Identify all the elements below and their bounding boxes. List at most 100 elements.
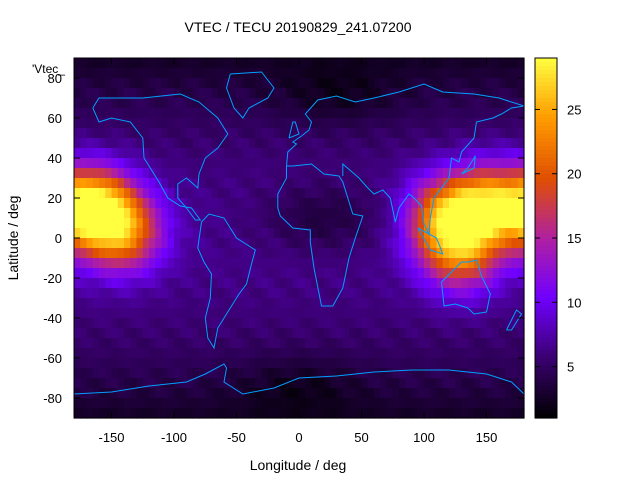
heatmap-cell	[117, 408, 125, 419]
heatmap-cell	[324, 98, 331, 109]
heatmap-cell	[280, 188, 288, 199]
heatmap-cell	[474, 178, 481, 189]
heatmap-cell	[430, 168, 438, 179]
heatmap-cell	[205, 398, 213, 409]
colorbar-tick-label: 20	[567, 167, 581, 182]
heatmap-cell	[399, 318, 406, 329]
heatmap-cell	[142, 108, 150, 119]
heatmap-cell	[474, 348, 481, 359]
heatmap-cell	[480, 278, 488, 289]
heatmap-cell	[342, 398, 350, 409]
heatmap-cell	[442, 398, 450, 409]
heatmap-cell	[474, 378, 481, 389]
heatmap-cell	[136, 68, 144, 79]
heatmap-cell	[511, 148, 519, 159]
heatmap-cell	[361, 318, 369, 329]
heatmap-cell	[230, 98, 238, 109]
heatmap-cell	[236, 378, 244, 389]
heatmap-cell	[424, 388, 431, 399]
heatmap-cell	[99, 198, 106, 209]
heatmap-cell	[455, 258, 463, 269]
heatmap-cell	[467, 258, 475, 269]
heatmap-cell	[280, 228, 288, 239]
heatmap-cell	[199, 198, 206, 209]
heatmap-cell	[99, 68, 106, 79]
heatmap-cell	[117, 68, 125, 79]
heatmap-cell	[342, 238, 350, 249]
heatmap-cell	[461, 138, 469, 149]
heatmap-cell	[449, 88, 456, 99]
heatmap-cell	[117, 278, 125, 289]
heatmap-cell	[474, 88, 481, 99]
heatmap-cell	[92, 188, 100, 199]
heatmap-cell	[492, 268, 500, 279]
heatmap-cell	[342, 168, 350, 179]
heatmap-cell	[286, 168, 294, 179]
heatmap-cell	[411, 278, 419, 289]
heatmap-cell	[186, 228, 194, 239]
coastline	[417, 227, 444, 255]
heatmap-cell	[111, 198, 119, 209]
heatmap-cell	[80, 378, 88, 389]
heatmap-cell	[167, 388, 175, 399]
heatmap-cell	[461, 358, 469, 369]
heatmap-cell	[486, 318, 494, 329]
heatmap-cell	[99, 348, 106, 359]
heatmap-cell	[511, 398, 519, 409]
heatmap-cell	[74, 188, 81, 199]
heatmap-cell	[199, 108, 206, 119]
heatmap-cell	[467, 388, 475, 399]
heatmap-cell	[242, 198, 250, 209]
heatmap-cell	[324, 208, 331, 219]
heatmap-cell	[180, 378, 188, 389]
heatmap-cell	[505, 218, 513, 229]
heatmap-cell	[217, 338, 225, 349]
heatmap-cell	[136, 58, 144, 69]
heatmap-cell	[367, 148, 375, 159]
heatmap-cell	[211, 248, 219, 259]
heatmap-cell	[242, 228, 250, 239]
heatmap-cell	[74, 218, 81, 229]
heatmap-cell	[305, 298, 313, 309]
heatmap-cell	[261, 208, 269, 219]
heatmap-cell	[267, 268, 275, 279]
heatmap-cell	[105, 388, 113, 399]
heatmap-cell	[161, 348, 169, 359]
heatmap-cell	[417, 168, 425, 179]
heatmap-cell	[392, 128, 400, 139]
heatmap-cell	[499, 228, 506, 239]
heatmap-cell	[74, 298, 81, 309]
heatmap-cell	[161, 118, 169, 129]
heatmap-cell	[342, 358, 350, 369]
heatmap-cell	[355, 138, 363, 149]
heatmap-cell	[361, 158, 369, 169]
heatmap-cell	[167, 308, 175, 319]
heatmap-cell	[149, 398, 156, 409]
heatmap-cell	[180, 318, 188, 329]
heatmap-cell	[417, 118, 425, 129]
heatmap-cell	[361, 348, 369, 359]
colorbar-segment	[535, 98, 557, 103]
heatmap-cell	[411, 348, 419, 359]
heatmap-cell	[461, 78, 469, 89]
heatmap-cell	[405, 158, 413, 169]
heatmap-cell	[330, 278, 338, 289]
heatmap-cell	[355, 298, 363, 309]
heatmap-cell	[417, 98, 425, 109]
heatmap-cell	[117, 238, 125, 249]
heatmap-cell	[217, 308, 225, 319]
heatmap-cell	[149, 328, 156, 339]
heatmap-cell	[349, 248, 356, 259]
heatmap-cell	[411, 308, 419, 319]
heatmap-cell	[317, 238, 325, 249]
heatmap-cell	[217, 378, 225, 389]
heatmap-cell	[361, 278, 369, 289]
heatmap-cell	[186, 338, 194, 349]
heatmap-cell	[492, 78, 500, 89]
heatmap-cell	[380, 288, 388, 299]
heatmap-cell	[380, 88, 388, 99]
heatmap-cell	[474, 278, 481, 289]
heatmap-cell	[267, 278, 275, 289]
heatmap-cell	[405, 178, 413, 189]
heatmap-cell	[117, 208, 125, 219]
